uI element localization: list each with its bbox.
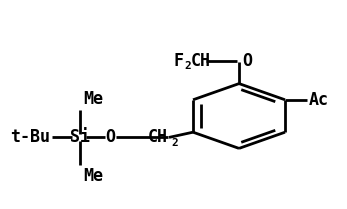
- Text: CH: CH: [191, 52, 210, 70]
- Text: Me: Me: [83, 90, 103, 108]
- Text: CH: CH: [148, 128, 168, 147]
- Text: Ac: Ac: [309, 91, 329, 109]
- Text: F: F: [174, 52, 184, 70]
- Text: t-Bu: t-Bu: [10, 128, 50, 147]
- Text: 2: 2: [185, 61, 192, 71]
- Text: Me: Me: [83, 167, 103, 185]
- Text: O: O: [242, 52, 252, 70]
- Text: O: O: [105, 128, 116, 147]
- Text: 2: 2: [171, 138, 178, 148]
- Text: Si: Si: [70, 128, 90, 147]
